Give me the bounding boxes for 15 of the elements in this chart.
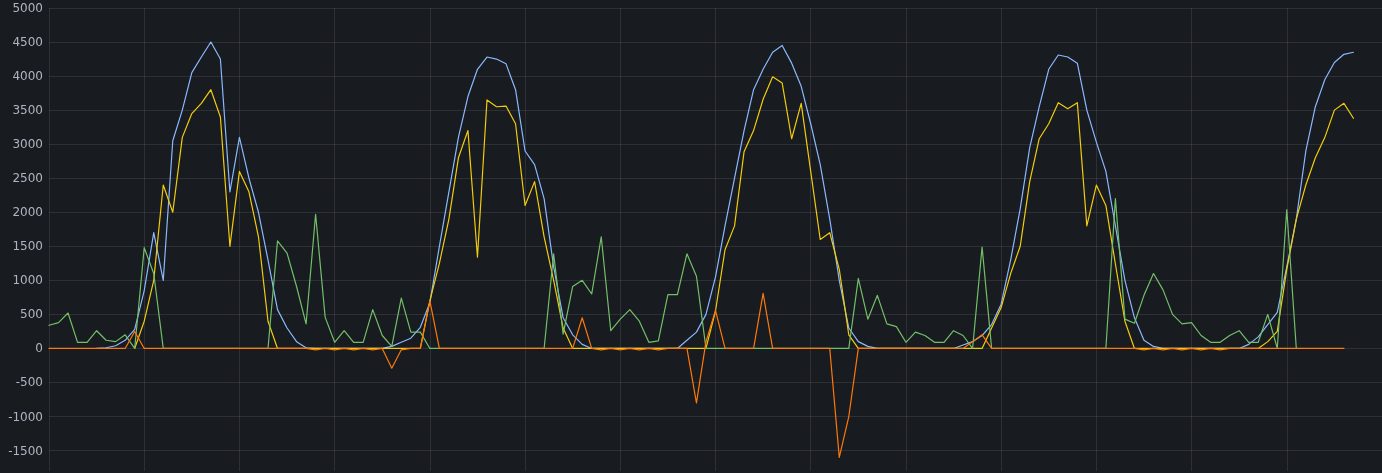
y-tick-label: 3000 — [12, 137, 43, 152]
y-tick-label: 1500 — [12, 239, 43, 254]
y-tick-label: -1000 — [8, 409, 43, 424]
y-tick-label: 5000 — [12, 1, 43, 15]
y-tick-label: 3500 — [12, 103, 43, 118]
line-series — [48, 292, 1345, 458]
y-tick-label: 1000 — [12, 273, 43, 288]
y-tick-label: -500 — [15, 375, 43, 390]
y-tick-label: 4000 — [12, 69, 43, 84]
y-tick-label: 0 — [35, 341, 43, 356]
y-tick-label: 2500 — [12, 171, 43, 186]
y-tick-label: 2000 — [12, 205, 43, 220]
y-tick-label: -1500 — [8, 443, 43, 458]
y-tick-label: 500 — [20, 307, 43, 322]
y-tick-label: 4500 — [12, 35, 43, 50]
